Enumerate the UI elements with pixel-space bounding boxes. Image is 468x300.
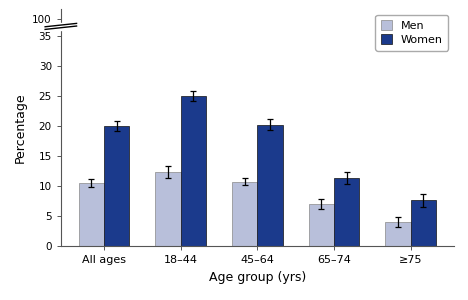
Bar	[79, 183, 104, 246]
Bar	[257, 125, 283, 246]
Bar	[386, 222, 411, 246]
Bar	[104, 126, 129, 246]
Legend: Men, Women: Men, Women	[375, 15, 448, 51]
Bar	[43, 23, 79, 30]
Bar	[232, 182, 257, 246]
Bar	[334, 178, 359, 246]
X-axis label: Age group (yrs): Age group (yrs)	[209, 271, 306, 284]
Y-axis label: Percentage: Percentage	[14, 92, 27, 163]
Bar	[309, 204, 334, 246]
Bar	[155, 172, 181, 246]
Bar	[181, 96, 206, 246]
Bar	[411, 200, 436, 246]
